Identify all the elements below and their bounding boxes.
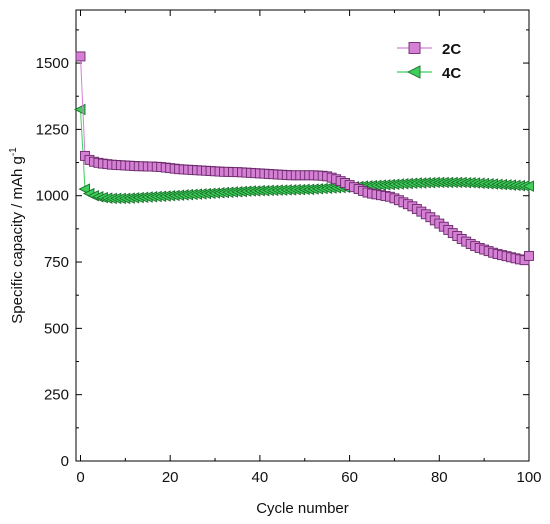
legend-marker-shape [408,42,421,54]
plot-frame [75,9,530,462]
data-point-2c [75,51,86,62]
legend-marker-4c [406,65,421,79]
legend-item-2c: 2C [397,41,461,58]
y-tick-label: 1250 [36,121,69,138]
legend-item-4c: 4C [397,65,461,82]
data-point-2c [524,250,534,261]
x-tick-label: 40 [252,469,269,486]
legend-label-2c: 2C [442,41,461,58]
x-tick-label: 80 [431,469,448,486]
y-tick-label: 1500 [36,55,69,72]
series-2c [75,51,534,266]
legend-marker-shape [406,65,421,79]
series-line-2c [79,56,530,261]
y-axis-title-superscript: -1 [8,147,19,156]
plot-area [75,9,530,462]
legend: 2C 4C [397,41,461,82]
x-tick-label: 60 [341,469,358,486]
legend-marker-2c [408,42,421,54]
y-tick-label: 750 [44,254,69,271]
y-tick-label: 250 [44,387,69,404]
x-tick-label: 20 [162,469,179,486]
y-axis-title-main: Specific capacity / mAh g [9,156,26,324]
y-tick-label: 1000 [36,188,69,205]
series-layer [73,51,534,266]
legend-label-4c: 4C [442,65,461,82]
x-axis-ticks: 0 20 40 60 80 100 [76,10,542,486]
y-tick-label: 500 [44,320,69,337]
y-tick-label: 0 [61,453,69,470]
y-axis-ticks: 0 250 500 750 1000 1250 1500 [36,29,529,470]
data-point-4c [522,180,534,192]
y-axis-title: Specific capacity / mAh g-1 [8,147,26,324]
x-axis-title: Cycle number [256,500,349,517]
x-tick-label: 100 [516,469,541,486]
series-4c [73,103,534,205]
x-tick-label: 0 [76,469,84,486]
